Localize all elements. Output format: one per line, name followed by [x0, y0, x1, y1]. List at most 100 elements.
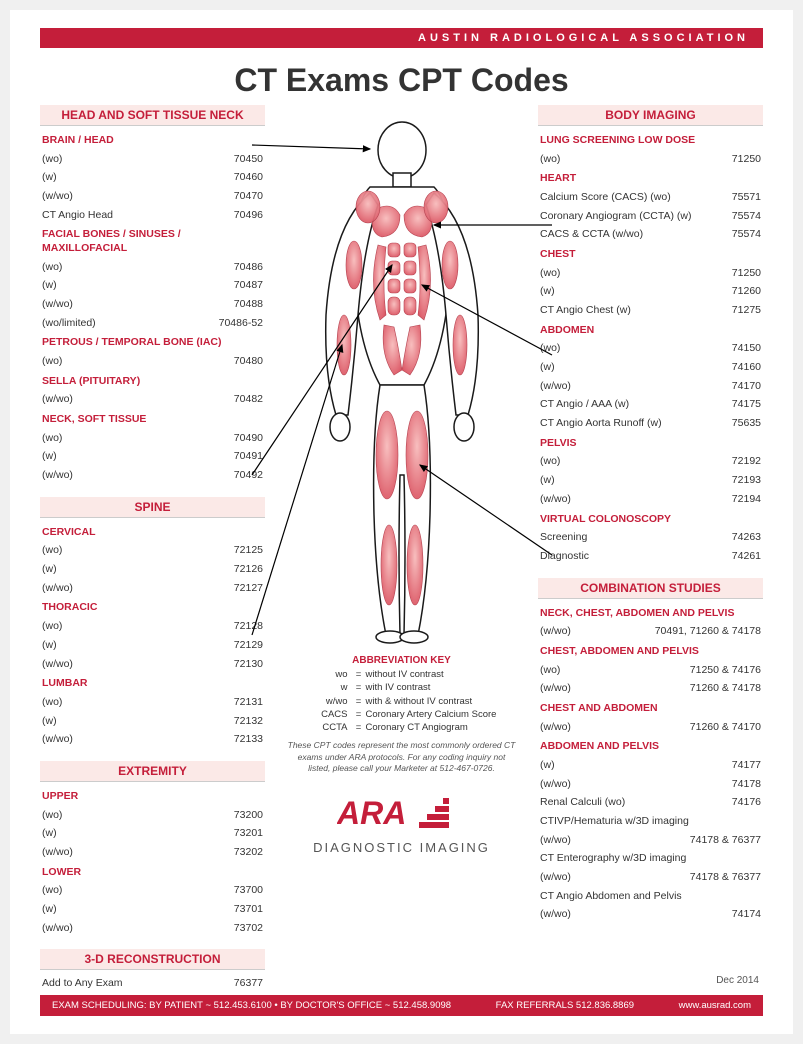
human-body-svg [282, 115, 522, 645]
code-label: (wo) [42, 260, 62, 275]
code-label: (w/wo) [540, 624, 571, 639]
code-value: 75571 [732, 190, 761, 205]
subsection-header: NECK, CHEST, ABDOMEN AND PELVIS [538, 607, 763, 621]
subsection-header: BRAIN / HEAD [40, 134, 265, 148]
code-row: (wo)71250 [538, 266, 763, 281]
subsection-header: PETROUS / TEMPORAL BONE (IAC) [40, 336, 265, 350]
code-value: 74178 [732, 777, 761, 792]
code-row: Diagnostic74261 [538, 549, 763, 564]
code-label: (wo) [42, 619, 62, 634]
subsection-header: LOWER [40, 866, 265, 880]
code-row: (w)70460 [40, 170, 265, 185]
subsection-header: CHEST AND ABDOMEN [538, 702, 763, 716]
code-row: (w/wo)74170 [538, 379, 763, 394]
code-label: (w) [540, 360, 555, 375]
code-value: 74176 [732, 795, 761, 810]
code-row: (w/wo)71260 & 74170 [538, 720, 763, 735]
subsection-header: CERVICAL [40, 526, 265, 540]
anatomy-figure [282, 115, 522, 645]
code-row: (w)73701 [40, 902, 265, 917]
code-label: CACS & CCTA (w/wo) [540, 227, 643, 242]
code-value: 71260 & 74170 [690, 720, 761, 735]
code-row: CTIVP/Hematuria w/3D imaging [538, 814, 763, 829]
code-value: 70470 [234, 189, 263, 204]
code-label: (w) [42, 902, 57, 917]
code-label: (w/wo) [540, 681, 571, 696]
code-label: (w) [42, 449, 57, 464]
right-column: BODY IMAGINGLUNG SCREENING LOW DOSE(wo)7… [538, 105, 763, 1001]
code-value: 70491 [234, 449, 263, 464]
code-value: 72132 [234, 714, 263, 729]
code-row: (w)71260 [538, 284, 763, 299]
code-value: 72133 [234, 732, 263, 747]
code-value: 73702 [234, 921, 263, 936]
code-value: 71275 [732, 303, 761, 318]
code-row: (w)74177 [538, 758, 763, 773]
section-header: BODY IMAGING [538, 105, 763, 126]
code-label: (w/wo) [42, 468, 73, 483]
code-label: (wo) [540, 152, 560, 167]
code-value: 74150 [732, 341, 761, 356]
code-row: Screening74263 [538, 530, 763, 545]
code-label: (wo) [42, 152, 62, 167]
code-value: 72128 [234, 619, 263, 634]
code-label: CT Angio Abdomen and Pelvis [540, 889, 682, 904]
code-value: 75574 [732, 209, 761, 224]
code-value: 70491, 71260 & 74178 [655, 624, 761, 639]
code-row: Calcium Score (CACS) (wo)75571 [538, 190, 763, 205]
abbr-row: w/wo=with & without IV contrast [292, 695, 512, 708]
footer-bar: EXAM SCHEDULING: BY PATIENT ~ 512.453.61… [40, 995, 763, 1016]
code-row: (w/wo)73202 [40, 845, 265, 860]
code-row: (wo)73700 [40, 883, 265, 898]
code-label: (w/wo) [42, 189, 73, 204]
code-label: (w/wo) [540, 870, 571, 885]
code-label: (wo) [42, 431, 62, 446]
code-label: CT Angio Chest (w) [540, 303, 631, 318]
code-value: 73201 [234, 826, 263, 841]
code-label: (w/wo) [42, 921, 73, 936]
code-row: (w)72126 [40, 562, 265, 577]
code-label: (w) [540, 473, 555, 488]
subsection-header: VIRTUAL COLONOSCOPY [538, 513, 763, 527]
code-value: 71250 & 74176 [690, 663, 761, 678]
subsection-header: UPPER [40, 790, 265, 804]
section-header: SPINE [40, 497, 265, 518]
doc-date: Dec 2014 [716, 975, 759, 986]
subsection-header: ABDOMEN [538, 324, 763, 338]
code-label: (w/wo) [540, 907, 571, 922]
code-label: (w) [42, 714, 57, 729]
code-row: (wo/limited)70486-52 [40, 316, 265, 331]
code-value: 76377 [234, 976, 263, 991]
abbr-row: CCTA=Coronary CT Angiogram [292, 721, 512, 734]
ara-logo: ARA [337, 794, 467, 838]
code-label: CT Enterography w/3D imaging [540, 851, 686, 866]
code-value: 71250 [732, 266, 761, 281]
code-row: CT Angio Head70496 [40, 208, 265, 223]
code-row: (wo)74150 [538, 341, 763, 356]
subsection-header: CHEST [538, 248, 763, 262]
code-label: (wo) [42, 543, 62, 558]
code-value: 72126 [234, 562, 263, 577]
code-row: (w/wo)72194 [538, 492, 763, 507]
code-value: 71250 [732, 152, 761, 167]
code-row: Coronary Angiogram (CCTA) (w)75574 [538, 209, 763, 224]
code-row: CT Angio Abdomen and Pelvis [538, 889, 763, 904]
code-value: 74178 & 76377 [690, 870, 761, 885]
code-value: 70487 [234, 278, 263, 293]
subsection-header: NECK, SOFT TISSUE [40, 413, 265, 427]
code-label: (w/wo) [42, 297, 73, 312]
subsection-header: THORACIC [40, 601, 265, 615]
code-value: 74175 [732, 397, 761, 412]
subsection-header: SELLA (PITUITARY) [40, 375, 265, 389]
code-row: (w/wo)72133 [40, 732, 265, 747]
code-row: (wo)70480 [40, 354, 265, 369]
code-label: (w/wo) [42, 581, 73, 596]
code-row: (w/wo)70482 [40, 392, 265, 407]
code-value: 72193 [732, 473, 761, 488]
abbr-row: wo=without IV contrast [292, 668, 512, 681]
code-value: 72192 [732, 454, 761, 469]
code-value: 72127 [234, 581, 263, 596]
subsection-header: LUMBAR [40, 677, 265, 691]
code-label: CT Angio Aorta Runoff (w) [540, 416, 662, 431]
code-row: (wo)73200 [40, 808, 265, 823]
